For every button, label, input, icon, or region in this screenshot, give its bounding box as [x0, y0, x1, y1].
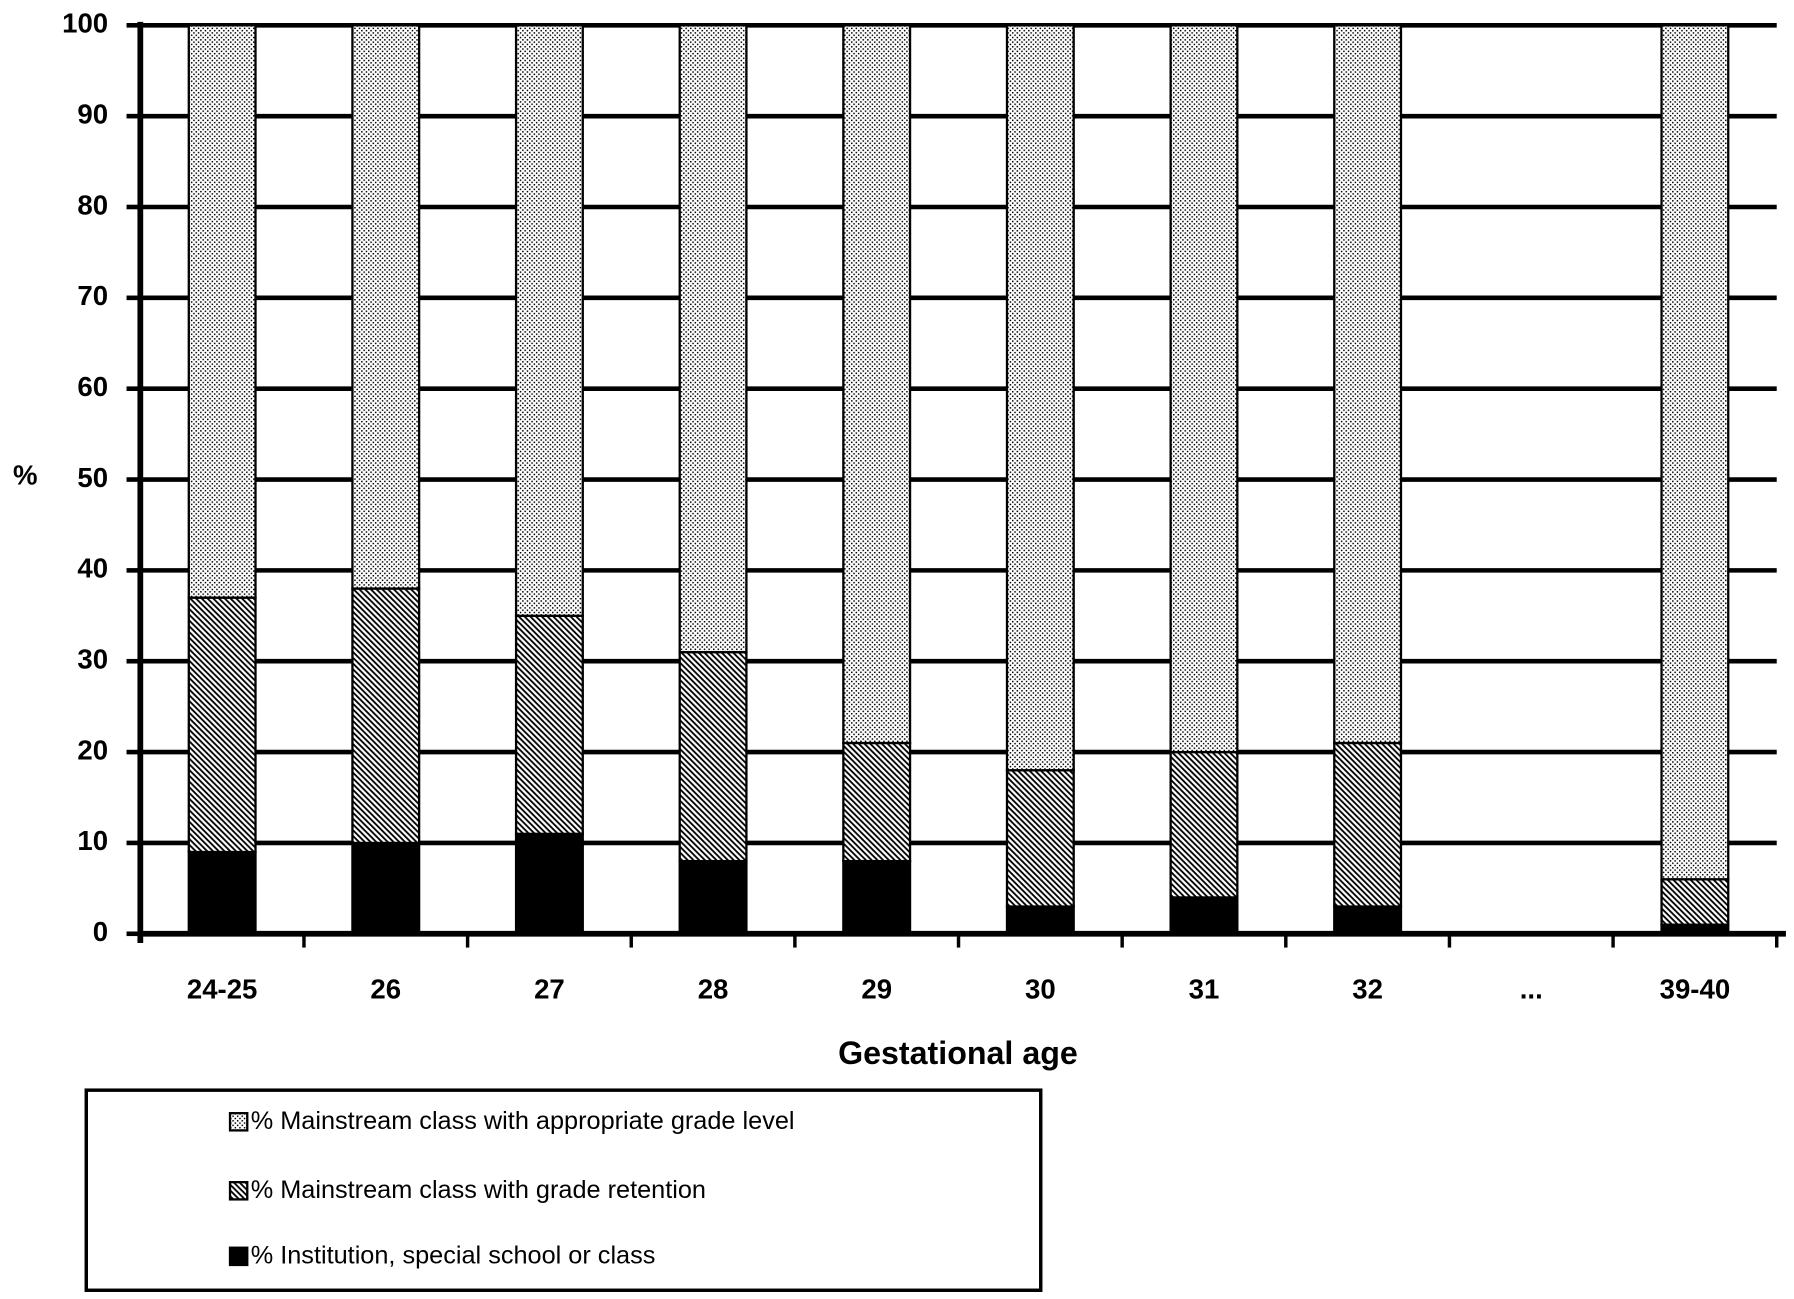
legend-label: % Mainstream class with appropriate grad… — [251, 1107, 795, 1135]
x-tick-label: 27 — [534, 974, 565, 1005]
legend-swatch — [228, 1181, 249, 1201]
bar-segment — [842, 24, 912, 745]
x-tick-label: 30 — [1025, 974, 1056, 1005]
bar-segment — [187, 850, 257, 935]
x-tick-label: 28 — [698, 974, 729, 1005]
bar-segment — [187, 596, 257, 854]
y-tick-label: 90 — [77, 98, 108, 129]
legend-label: % Mainstream class with grade retention — [251, 1176, 706, 1204]
x-axis-label: Gestational age — [838, 1035, 1078, 1071]
x-tick-label: 26 — [370, 974, 401, 1005]
y-axis-label: % — [13, 460, 38, 491]
y-tick-label: 100 — [62, 8, 108, 39]
bar-segment — [187, 24, 257, 599]
bar-segment — [1005, 905, 1075, 935]
bar-segment — [1333, 741, 1403, 908]
bar-segment — [1169, 750, 1239, 899]
bar-segment — [514, 614, 584, 835]
y-tick-label: 20 — [77, 734, 108, 765]
bar-segment — [842, 741, 912, 863]
bar-segment — [1005, 769, 1075, 908]
bar-segment — [351, 24, 421, 590]
bar-segment — [842, 859, 912, 935]
legend-swatch — [228, 1112, 249, 1132]
x-tick-label: 29 — [861, 974, 892, 1005]
y-tick-label: 80 — [77, 189, 108, 220]
bar-segment — [1005, 24, 1075, 772]
bar-segment — [678, 650, 748, 863]
y-tick-label: 30 — [77, 644, 108, 675]
bar-segment — [514, 24, 584, 617]
bar-segment — [351, 587, 421, 845]
legend-label: % Institution, special school or class — [251, 1242, 656, 1270]
bar-segment — [678, 24, 748, 654]
bar-segment — [1660, 878, 1730, 926]
y-tick-label: 10 — [77, 825, 108, 856]
legend-box — [84, 1088, 1043, 1292]
bar-segment — [678, 859, 748, 935]
x-tick-label: ... — [1520, 974, 1543, 1005]
bar-segment — [1333, 905, 1403, 935]
bar-segment — [514, 832, 584, 935]
y-tick-label: 70 — [77, 280, 108, 311]
legend-swatch — [228, 1246, 249, 1267]
bar-segment — [1660, 24, 1730, 881]
x-tick-label: 24-25 — [187, 974, 258, 1005]
y-tick-label: 60 — [77, 371, 108, 402]
y-tick-label: 0 — [93, 916, 108, 947]
x-tick-label: 39-40 — [1660, 974, 1731, 1005]
y-tick-label: 40 — [77, 553, 108, 584]
x-tick-label: 32 — [1352, 974, 1383, 1005]
bar-segment — [351, 841, 421, 935]
x-tick-label: 31 — [1189, 974, 1220, 1005]
y-tick-label: 50 — [77, 462, 108, 493]
bar-segment — [1169, 896, 1239, 935]
bar-segment — [1333, 24, 1403, 745]
bar-segment — [1169, 24, 1239, 754]
